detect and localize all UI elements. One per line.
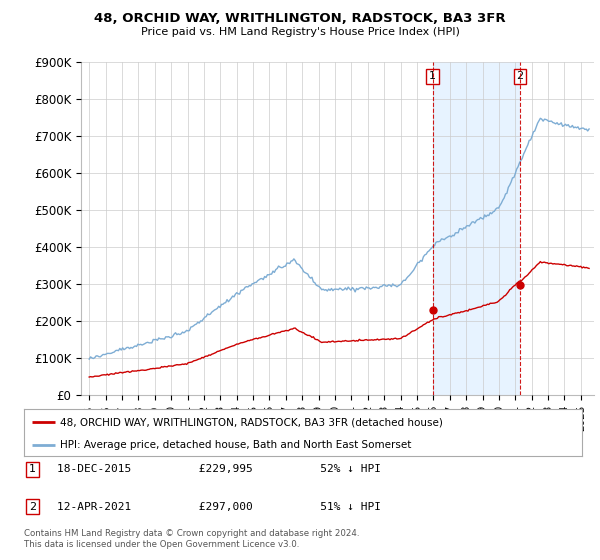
Text: 2: 2 bbox=[517, 72, 523, 81]
Text: 48, ORCHID WAY, WRITHLINGTON, RADSTOCK, BA3 3FR: 48, ORCHID WAY, WRITHLINGTON, RADSTOCK, … bbox=[94, 12, 506, 25]
Text: 18-DEC-2015          £229,995          52% ↓ HPI: 18-DEC-2015 £229,995 52% ↓ HPI bbox=[58, 464, 382, 474]
Text: 2: 2 bbox=[29, 502, 36, 512]
Text: 1: 1 bbox=[429, 72, 436, 81]
Text: HPI: Average price, detached house, Bath and North East Somerset: HPI: Average price, detached house, Bath… bbox=[60, 440, 412, 450]
Text: 48, ORCHID WAY, WRITHLINGTON, RADSTOCK, BA3 3FR (detached house): 48, ORCHID WAY, WRITHLINGTON, RADSTOCK, … bbox=[60, 417, 443, 427]
Bar bbox=[433, 62, 520, 395]
Text: 1: 1 bbox=[29, 464, 36, 474]
Text: Contains HM Land Registry data © Crown copyright and database right 2024.
This d: Contains HM Land Registry data © Crown c… bbox=[24, 529, 359, 549]
Text: Price paid vs. HM Land Registry's House Price Index (HPI): Price paid vs. HM Land Registry's House … bbox=[140, 27, 460, 37]
Text: 12-APR-2021          £297,000          51% ↓ HPI: 12-APR-2021 £297,000 51% ↓ HPI bbox=[58, 502, 382, 512]
